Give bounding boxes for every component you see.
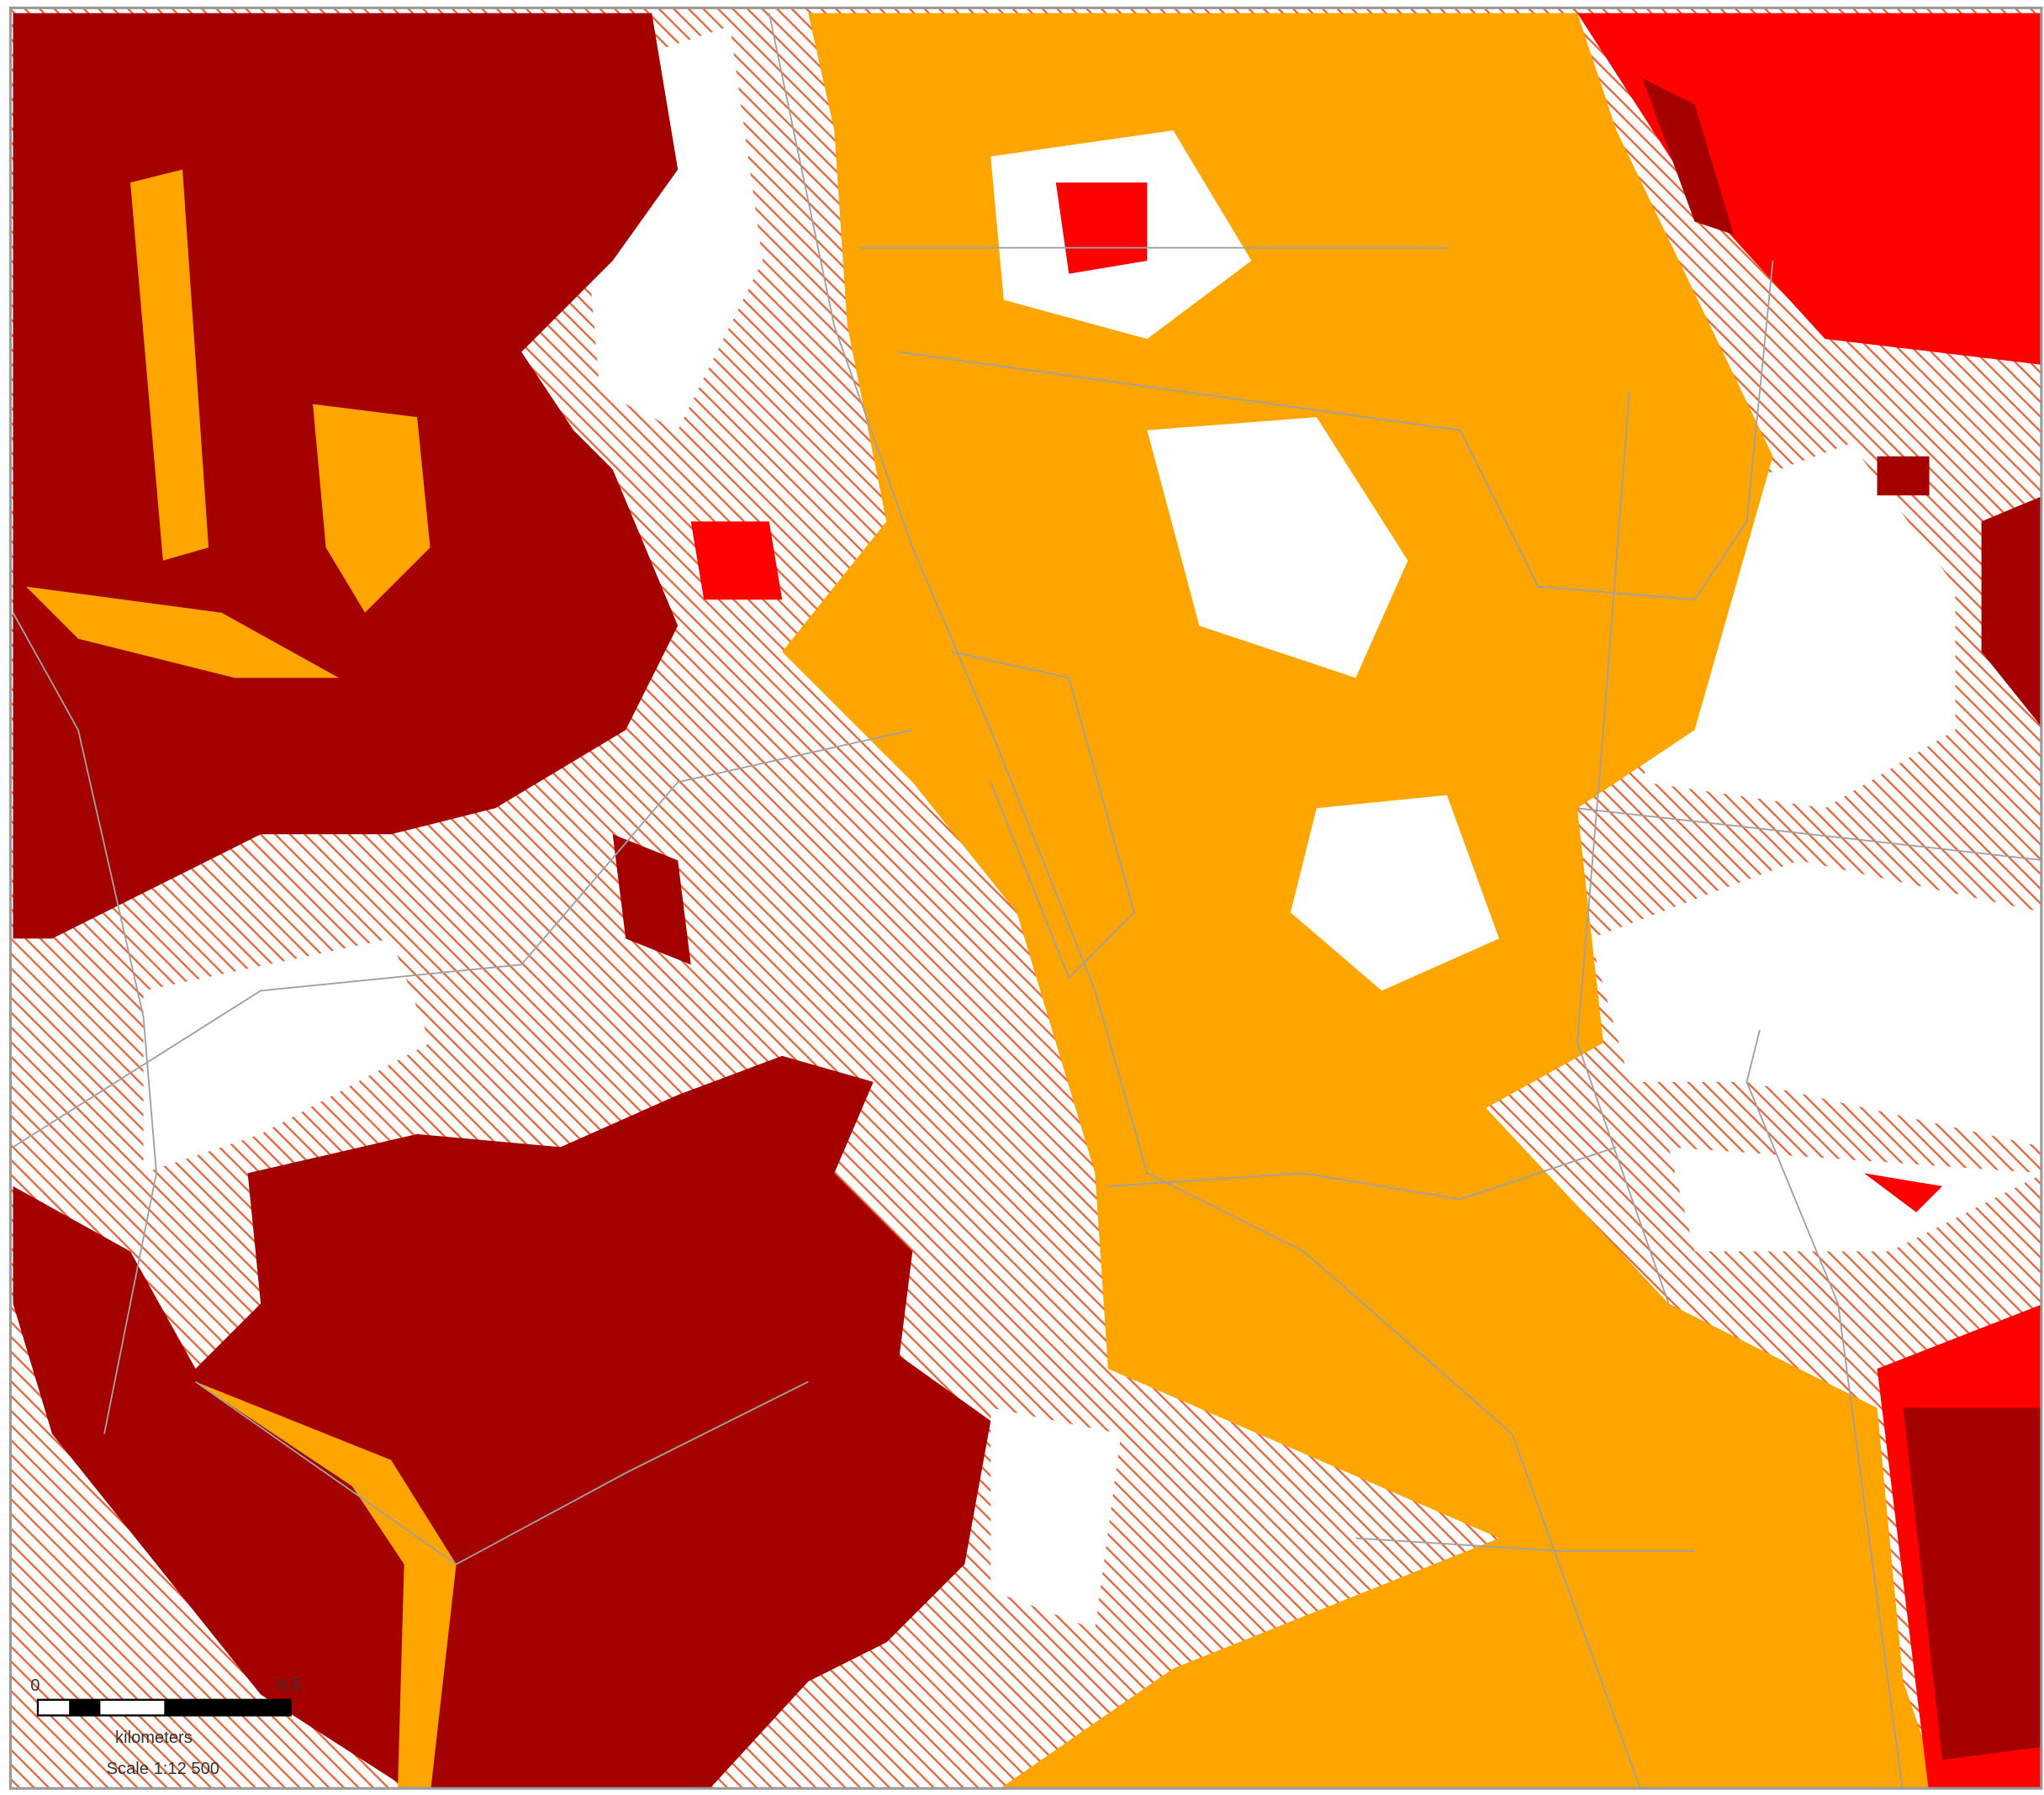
scale-tick-label: 0 xyxy=(30,1676,40,1695)
dark-red-zone xyxy=(13,13,2041,1789)
road-network xyxy=(12,13,2041,1789)
map-frame xyxy=(8,6,2043,1790)
scale-ratio: Scale 1:12 500 xyxy=(107,1760,219,1778)
scale-unit: kilometers xyxy=(115,1729,193,1747)
scale-tick-label: 0.5 xyxy=(277,1676,301,1695)
scale-bar: 0 0.5 kilometers Scale 1:12 500 xyxy=(30,1676,301,1778)
scale-bar-segment xyxy=(164,1699,291,1716)
scale-bar-segment xyxy=(69,1699,101,1716)
